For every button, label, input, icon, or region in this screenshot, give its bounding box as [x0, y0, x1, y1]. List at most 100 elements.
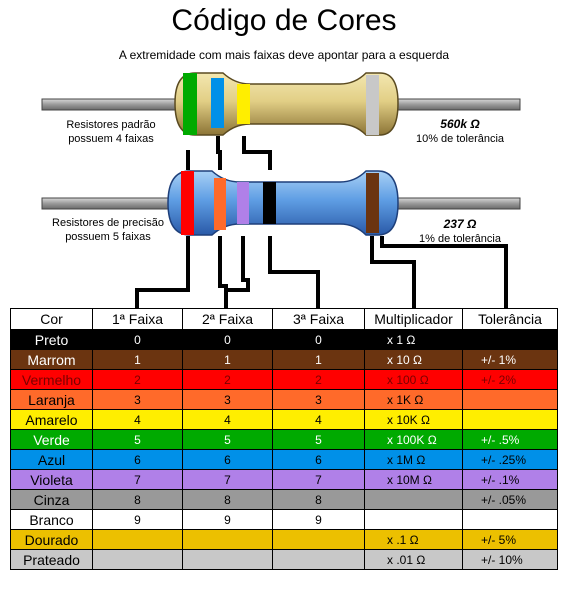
cell-tol — [462, 509, 558, 530]
cell-d2: 0 — [182, 329, 273, 350]
cell-mult: x .01 Ω — [364, 549, 463, 570]
table-row: Preto 0 0 0 x 1 Ω — [10, 329, 558, 350]
connector-lines-bottom — [135, 236, 508, 309]
bottom-band-5 — [366, 173, 379, 233]
table-row: Branco 9 9 9 — [10, 509, 558, 530]
table-row: Azul 6 6 6 x 1M Ω +/- .25% — [10, 449, 558, 470]
color-code-table: Cor 1ª Faixa 2ª Faixa 3ª Faixa Multiplic… — [10, 308, 558, 570]
table-row: Marrom 1 1 1 x 10 Ω +/- 1% — [10, 349, 558, 370]
cell-d3: 3 — [272, 389, 365, 410]
top-tolerance: 10% de tolerância — [415, 133, 505, 145]
cell-name: Violeta — [10, 469, 93, 490]
header-cor: Cor — [10, 308, 93, 330]
cell-d3: 9 — [272, 509, 365, 530]
top-resistor-body — [174, 72, 399, 136]
table-row: Dourado x .1 Ω +/- 5% — [10, 529, 558, 550]
cell-name: Marrom — [10, 349, 93, 370]
cell-d3 — [272, 549, 365, 570]
top-band-3 — [237, 84, 250, 124]
bottom-lead-right — [391, 197, 521, 210]
cell-d2 — [182, 549, 273, 570]
top-lead-right — [391, 98, 521, 111]
table-row: Verde 5 5 5 x 100K Ω +/- .5% — [10, 429, 558, 450]
cell-name: Vermelho — [10, 369, 93, 390]
cell-d3: 6 — [272, 449, 365, 470]
cell-d1 — [92, 529, 183, 550]
top-band-2 — [211, 78, 224, 128]
cell-tol: +/- 10% — [462, 549, 558, 570]
cell-d3: 5 — [272, 429, 365, 450]
table-row: Cinza 8 8 8 +/- .05% — [10, 489, 558, 510]
top-resistor-value: 560k Ω 10% de tolerância — [400, 117, 520, 146]
header-faixa-1: 1ª Faixa — [92, 308, 183, 330]
cell-mult — [364, 489, 463, 510]
cell-name: Branco — [10, 509, 93, 530]
page-subtitle: A extremidade com mais faixas deve apont… — [118, 48, 450, 62]
bottom-label-line1: Resistores de precisão — [52, 217, 164, 229]
top-label-line1: Resistores padrão — [66, 119, 156, 131]
cell-d1: 6 — [92, 449, 183, 470]
resistor-diagram — [41, 72, 521, 309]
cell-d1: 4 — [92, 409, 183, 430]
cell-d3: 1 — [272, 349, 365, 370]
cell-d1: 8 — [92, 489, 183, 510]
table-row: Laranja 3 3 3 x 1K Ω — [10, 389, 558, 410]
bottom-resistor-value: 237 Ω 1% de tolerância — [400, 217, 520, 246]
cell-mult — [364, 509, 463, 530]
header-faixa-3: 3ª Faixa — [272, 308, 365, 330]
cell-tol: +/- .05% — [462, 489, 558, 510]
cell-d1: 0 — [92, 329, 183, 350]
cell-d1: 1 — [92, 349, 183, 370]
cell-name: Verde — [10, 429, 93, 450]
bottom-band-1 — [181, 171, 194, 235]
cell-d2: 2 — [182, 369, 273, 390]
cell-d3 — [272, 529, 365, 550]
cell-mult: x 1K Ω — [364, 389, 463, 410]
cell-d3: 4 — [272, 409, 365, 430]
cell-d3: 0 — [272, 329, 365, 350]
cell-mult: x 10K Ω — [364, 409, 463, 430]
bottom-band-4 — [263, 182, 276, 224]
cell-mult: x 1M Ω — [364, 449, 463, 470]
cell-d2: 6 — [182, 449, 273, 470]
table-row: Violeta 7 7 7 x 10M Ω +/- .1% — [10, 469, 558, 490]
cell-name: Cinza — [10, 489, 93, 510]
cell-d1: 2 — [92, 369, 183, 390]
cell-d2: 9 — [182, 509, 273, 530]
cell-d2 — [182, 529, 273, 550]
table-row: Vermelho 2 2 2 x 100 Ω +/- 2% — [10, 369, 558, 390]
cell-d1: 7 — [92, 469, 183, 490]
cell-d2: 5 — [182, 429, 273, 450]
page-title: Código de Cores — [171, 4, 397, 37]
cell-tol: +/- .25% — [462, 449, 558, 470]
cell-d2: 7 — [182, 469, 273, 490]
cell-d1: 3 — [92, 389, 183, 410]
cell-mult: x 10M Ω — [364, 469, 463, 490]
header-faixa-2: 2ª Faixa — [182, 308, 273, 330]
cell-mult: x 100 Ω — [364, 369, 463, 390]
cell-name: Azul — [10, 449, 93, 470]
bottom-resistor-body — [167, 170, 399, 236]
cell-d1 — [92, 549, 183, 570]
cell-tol: +/- 2% — [462, 369, 558, 390]
cell-d3: 2 — [272, 369, 365, 390]
bottom-band-3 — [237, 182, 249, 224]
table-row: Prateado x .01 Ω +/- 10% — [10, 549, 558, 570]
cell-tol: +/- 1% — [462, 349, 558, 370]
cell-mult: x 1 Ω — [364, 329, 463, 350]
cell-mult: x 100K Ω — [364, 429, 463, 450]
bottom-value: 237 Ω — [443, 217, 477, 231]
cell-d3: 8 — [272, 489, 365, 510]
top-band-1 — [183, 73, 197, 135]
cell-d2: 4 — [182, 409, 273, 430]
header-tolerancia: Tolerância — [462, 308, 558, 330]
header-multiplicador: Multiplicador — [364, 308, 463, 330]
cell-tol — [462, 389, 558, 410]
top-value: 560k Ω — [440, 117, 480, 131]
cell-name: Dourado — [10, 529, 93, 550]
top-lead-left — [41, 98, 178, 111]
cell-mult: x .1 Ω — [364, 529, 463, 550]
table-header-row: Cor 1ª Faixa 2ª Faixa 3ª Faixa Multiplic… — [10, 308, 558, 330]
cell-mult: x 10 Ω — [364, 349, 463, 370]
bottom-resistor-label: Resistores de precisão possuem 5 faixas — [38, 216, 178, 244]
